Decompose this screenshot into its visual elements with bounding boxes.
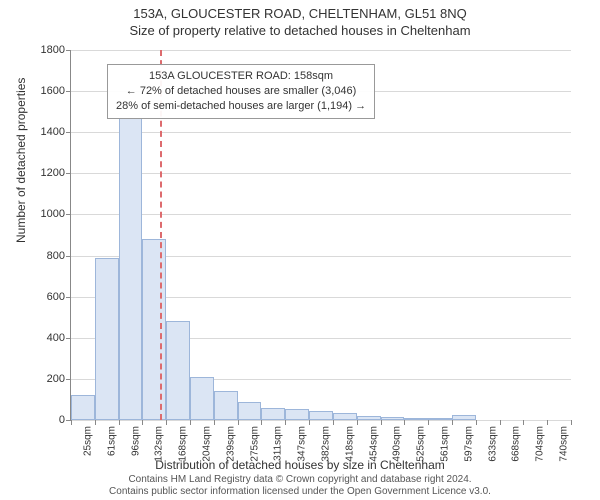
x-axis-label: Distribution of detached houses by size … (0, 458, 600, 472)
annotation-line3: 28% of semi-detached houses are larger (… (116, 99, 366, 114)
annotation-box: 153A GLOUCESTER ROAD: 158sqm← 72% of det… (107, 64, 375, 119)
x-tick-mark (523, 420, 524, 425)
y-tick-label: 1600 (41, 85, 71, 97)
x-tick-mark (214, 420, 215, 425)
x-tick-label: 275sqm (247, 426, 260, 462)
y-tick-label: 1200 (41, 167, 71, 179)
x-tick-label: 382sqm (319, 426, 332, 462)
x-tick-label: 704sqm (533, 426, 546, 462)
y-gridline (71, 214, 571, 215)
footer-line1: Contains HM Land Registry data © Crown c… (0, 474, 600, 486)
x-tick-label: 168sqm (176, 426, 189, 462)
y-gridline (71, 420, 571, 421)
histogram-bar (95, 258, 119, 420)
y-tick-label: 400 (47, 332, 71, 344)
histogram-bar (428, 418, 452, 420)
x-tick-label: 740sqm (557, 426, 570, 462)
histogram-bar (285, 409, 309, 420)
x-tick-mark (190, 420, 191, 425)
x-tick-label: 597sqm (461, 426, 474, 462)
x-tick-label: 490sqm (390, 426, 403, 462)
x-tick-label: 25sqm (80, 426, 93, 456)
x-tick-label: 311sqm (271, 426, 284, 461)
histogram-bar (142, 239, 166, 420)
histogram-bar (238, 402, 262, 421)
x-tick-label: 525sqm (414, 426, 427, 462)
y-tick-label: 800 (47, 250, 71, 262)
footer-line2: Contains public sector information licen… (0, 486, 600, 498)
x-tick-mark (571, 420, 572, 425)
y-tick-label: 0 (59, 414, 71, 426)
x-tick-mark (95, 420, 96, 425)
y-tick-label: 200 (47, 373, 71, 385)
footer-attribution: Contains HM Land Registry data © Crown c… (0, 474, 600, 498)
x-tick-mark (285, 420, 286, 425)
y-gridline (71, 50, 571, 51)
chart-title-line2: Size of property relative to detached ho… (0, 21, 600, 38)
histogram-bar (214, 391, 238, 420)
x-tick-mark (452, 420, 453, 425)
histogram-bar (190, 377, 214, 420)
x-tick-mark (261, 420, 262, 425)
annotation-line1: 153A GLOUCESTER ROAD: 158sqm (116, 69, 366, 84)
x-tick-label: 561sqm (438, 426, 451, 462)
x-tick-label: 454sqm (366, 426, 379, 462)
x-tick-mark (238, 420, 239, 425)
chart-title-line1: 153A, GLOUCESTER ROAD, CHELTENHAM, GL51 … (0, 0, 600, 21)
x-tick-mark (357, 420, 358, 425)
x-tick-mark (309, 420, 310, 425)
y-tick-label: 1800 (41, 44, 71, 56)
histogram-chart: 153A, GLOUCESTER ROAD, CHELTENHAM, GL51 … (0, 0, 600, 500)
y-tick-label: 600 (47, 291, 71, 303)
histogram-bar (357, 416, 381, 420)
annotation-line2: ← 72% of detached houses are smaller (3,… (116, 84, 366, 99)
histogram-bar (309, 411, 333, 420)
y-gridline (71, 173, 571, 174)
histogram-bar (381, 417, 405, 420)
histogram-bar (404, 418, 428, 420)
x-tick-mark (333, 420, 334, 425)
histogram-bar (261, 408, 285, 420)
x-tick-label: 418sqm (342, 426, 355, 462)
plot-area: 02004006008001000120014001600180025sqm61… (70, 50, 571, 421)
x-tick-mark (119, 420, 120, 425)
y-axis-label: Number of detached properties (14, 78, 28, 243)
x-tick-mark (381, 420, 382, 425)
x-tick-mark (404, 420, 405, 425)
y-tick-label: 1400 (41, 126, 71, 138)
histogram-bar (119, 118, 143, 420)
histogram-bar (452, 415, 476, 420)
y-tick-label: 1000 (41, 208, 71, 220)
x-tick-mark (142, 420, 143, 425)
x-tick-mark (71, 420, 72, 425)
x-tick-label: 96sqm (128, 426, 141, 456)
histogram-bar (166, 321, 190, 420)
y-gridline (71, 132, 571, 133)
x-tick-label: 204sqm (199, 426, 212, 462)
x-tick-label: 61sqm (104, 426, 117, 456)
histogram-bar (71, 395, 95, 420)
x-tick-label: 633sqm (485, 426, 498, 462)
x-tick-mark (500, 420, 501, 425)
histogram-bar (333, 413, 357, 420)
x-tick-mark (476, 420, 477, 425)
x-tick-label: 668sqm (509, 426, 522, 462)
x-tick-label: 132sqm (152, 426, 165, 462)
x-tick-mark (428, 420, 429, 425)
x-tick-mark (166, 420, 167, 425)
x-tick-label: 347sqm (295, 426, 308, 462)
x-tick-label: 239sqm (223, 426, 236, 462)
x-tick-mark (547, 420, 548, 425)
